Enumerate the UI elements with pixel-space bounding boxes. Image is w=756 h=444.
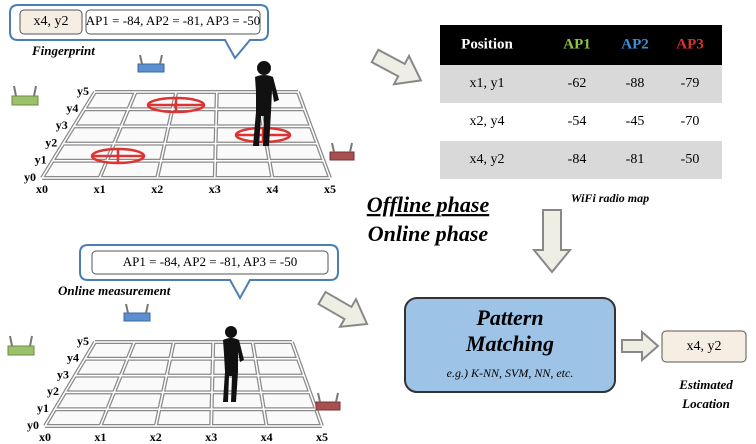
router <box>12 86 38 105</box>
fingerprint-location: x4, y2 <box>34 14 69 29</box>
x-label: x4 <box>261 430 273 444</box>
y-label: y3 <box>57 367 69 381</box>
fingerprint-measurement: AP1 = -84, AP2 = -81, AP3 = -50 <box>86 13 260 28</box>
matching-title: Matching <box>465 331 554 356</box>
y-label: y0 <box>27 418 39 432</box>
router <box>124 304 150 321</box>
table-cell: -45 <box>626 114 645 129</box>
column-header: AP2 <box>621 36 649 52</box>
arrow <box>314 284 375 338</box>
x-label: x0 <box>36 182 48 196</box>
table-cell: -81 <box>626 152 645 167</box>
y-label: y4 <box>66 101 78 115</box>
x-label: x3 <box>209 182 221 196</box>
table-cell: x1, y1 <box>470 76 505 91</box>
y-label: y3 <box>56 118 68 132</box>
column-header: AP1 <box>563 36 591 52</box>
y-label: y1 <box>35 153 47 167</box>
router <box>8 336 34 355</box>
result-location: x4, y2 <box>687 339 722 354</box>
arrow <box>534 210 570 272</box>
table-cell: -88 <box>626 76 645 91</box>
table-cell: -50 <box>681 152 700 167</box>
x-label: x2 <box>151 182 163 196</box>
result-caption: Location <box>681 396 730 411</box>
x-label: x2 <box>150 430 162 444</box>
y-label: y0 <box>24 170 36 184</box>
table-cell: -62 <box>568 76 587 91</box>
online-measurement: AP1 = -84, AP2 = -81, AP3 = -50 <box>123 254 297 269</box>
table-cell: -84 <box>568 152 587 167</box>
floor-grid: y0 y1 y2 y3 y4 y5 x0 x1 x2 x3 x4 x5 <box>27 334 328 444</box>
x-label: x0 <box>39 430 51 444</box>
x-label: x1 <box>94 182 106 196</box>
diagram: x4, y2 AP1 = -84, AP2 = -81, AP3 = -50 F… <box>0 0 756 444</box>
fingerprint-label: Fingerprint <box>31 43 95 58</box>
y-label: y2 <box>45 135 57 149</box>
y-label: y5 <box>77 84 89 98</box>
column-header: Position <box>461 36 513 52</box>
router <box>330 143 354 160</box>
x-label: x5 <box>316 430 328 444</box>
table-cell: -79 <box>681 76 700 91</box>
matching-title: Pattern <box>475 305 543 330</box>
arrow <box>367 42 428 95</box>
floor-grid: y0 y1 y2 y3 y4 y5 x0 x1 x2 x3 x4 x5 <box>24 84 336 196</box>
radio-map-table: Position AP1 AP2 AP3 x1, y1 -62 -88 -79 x2, y4 -5… <box>440 25 722 179</box>
table-cell: x4, y2 <box>470 152 505 167</box>
column-header: AP3 <box>676 36 704 52</box>
y-label: y4 <box>67 351 79 365</box>
x-label: x5 <box>324 182 336 196</box>
table-cell: -54 <box>568 114 587 129</box>
router <box>316 393 340 410</box>
table-caption: WiFi radio map <box>571 191 649 205</box>
result-caption: Estimated <box>678 377 733 392</box>
phase-label: Online phase <box>368 221 489 246</box>
x-label: x3 <box>205 430 217 444</box>
x-label: x1 <box>94 430 106 444</box>
y-label: y1 <box>37 401 49 415</box>
online-label: Online measurement <box>58 283 171 298</box>
table-cell: x2, y4 <box>470 114 505 129</box>
y-label: y2 <box>47 384 59 398</box>
x-label: x4 <box>266 182 278 196</box>
y-label: y5 <box>77 334 89 348</box>
arrow <box>622 332 658 360</box>
phase-label: Offline phase <box>367 192 490 217</box>
router <box>138 55 164 72</box>
table-cell: -70 <box>681 114 700 129</box>
matching-methods: e.g.) K-NN, SVM, NN, etc. <box>447 366 574 380</box>
